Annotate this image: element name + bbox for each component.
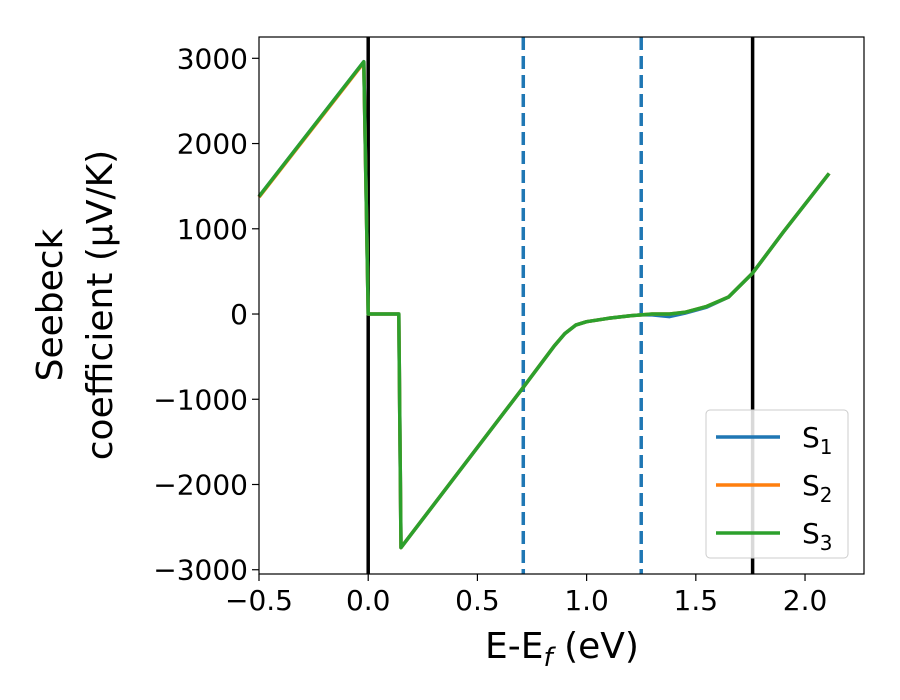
legend-label: S3 — [802, 517, 833, 555]
x-tick-label: 0.0 — [346, 584, 391, 617]
x-axis-ticks: −0.5 0.0 0.5 1.0 1.5 2.0 — [225, 574, 827, 617]
y-tick-label: 1000 — [177, 213, 248, 246]
y-axis-ticks: −3000 −2000 −1000 0 1000 2000 3000 — [153, 42, 259, 587]
legend-label: S1 — [802, 421, 833, 459]
x-tick-label: −0.5 — [225, 584, 293, 617]
x-tick-label: 1.5 — [674, 584, 719, 617]
legend-item-s3: S3 — [716, 517, 833, 555]
legend-label: S2 — [802, 469, 833, 507]
series-lines — [257, 59, 831, 550]
reference-lines — [366, 37, 755, 574]
y-tick-label: 2000 — [177, 128, 248, 161]
legend-item-s1: S1 — [716, 421, 833, 459]
x-tick-label: 1.0 — [564, 584, 609, 617]
y-tick-label: 3000 — [177, 42, 248, 75]
x-tick-label: 2.0 — [783, 584, 828, 617]
y-axis-label-line1: Seebeck — [30, 228, 71, 381]
x-tick-label: 0.5 — [455, 584, 500, 617]
legend-item-s2: S2 — [716, 469, 833, 507]
legend: S1 S2 S3 — [705, 409, 849, 559]
plot-frame — [258, 36, 865, 575]
y-tick-label: −1000 — [153, 383, 248, 416]
y-tick-label: 0 — [230, 298, 248, 331]
y-axis-label: Seebeck — [30, 228, 71, 381]
series-line-s3 — [257, 59, 831, 550]
y-axis-label-2: coefficient (μV/K) — [80, 150, 121, 460]
y-axis-label-line2: coefficient (μV/K) — [80, 150, 121, 460]
x-axis-label: E-Ef (eV) — [485, 626, 639, 673]
y-tick-label: −2000 — [153, 469, 248, 502]
y-tick-label: −3000 — [153, 554, 248, 587]
